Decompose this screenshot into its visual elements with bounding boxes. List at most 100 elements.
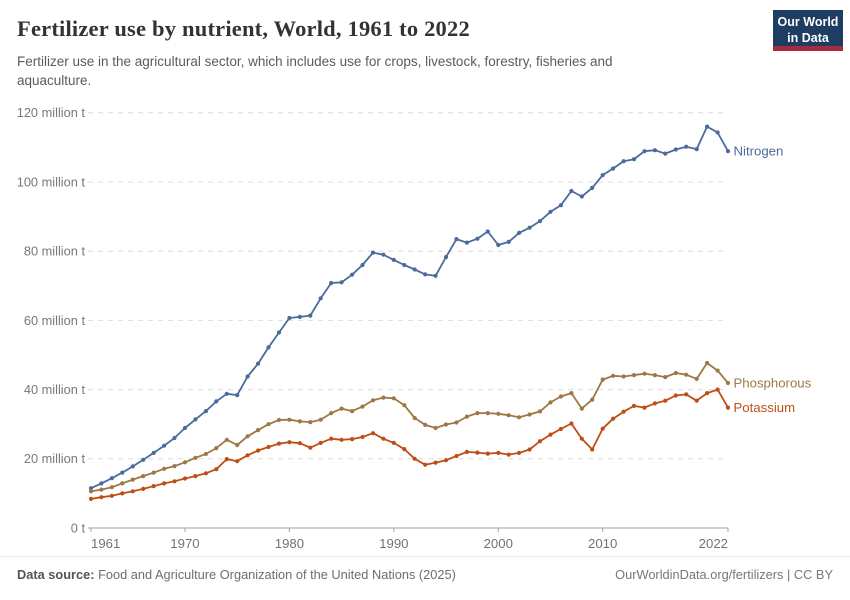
series-phosphorous-point-1986[interactable] [350, 409, 355, 414]
series-phosphorous-point-1983[interactable] [318, 417, 323, 422]
series-potassium-point-1982[interactable] [308, 445, 313, 450]
series-nitrogen-point-2004[interactable] [537, 219, 543, 224]
series-nitrogen-point-1986[interactable] [350, 272, 355, 277]
series-nitrogen-point-1998[interactable] [475, 236, 480, 241]
series-nitrogen-point-1977[interactable] [256, 361, 261, 366]
series-nitrogen-point-1968[interactable] [162, 443, 167, 448]
series-potassium-point-1997[interactable] [464, 449, 469, 454]
series-potassium-point-1991[interactable] [402, 447, 407, 452]
series-nitrogen-point-1984[interactable] [329, 280, 334, 286]
series-potassium-point-1978[interactable] [266, 444, 271, 450]
series-phosphorous-point-1976[interactable] [245, 434, 250, 439]
series-phosphorous-point-2022[interactable] [725, 380, 731, 386]
series-phosphorous-point-2011[interactable] [611, 373, 616, 378]
series-phosphorous-point-1969[interactable] [172, 464, 177, 469]
series-potassium-point-1967[interactable] [151, 484, 156, 489]
series-phosphorous-point-1970[interactable] [182, 460, 188, 465]
series-phosphorous-point-1964[interactable] [120, 481, 125, 486]
series-phosphorous-point-1994[interactable] [433, 425, 438, 431]
series-phosphorous-point-1988[interactable] [370, 398, 376, 403]
series-phosphorous-point-2000[interactable] [496, 411, 501, 416]
series-potassium-point-1990[interactable] [391, 440, 396, 445]
series-nitrogen-point-1981[interactable] [297, 314, 302, 319]
series-phosphorous-point-2013[interactable] [631, 373, 637, 378]
series-potassium-point-1985[interactable] [339, 437, 344, 442]
series-potassium-point-2001[interactable] [506, 452, 511, 457]
series-nitrogen-point-1967[interactable] [151, 450, 156, 455]
series-potassium-point-1994[interactable] [433, 460, 438, 465]
series-phosphorous-point-2010[interactable] [600, 377, 605, 382]
series-nitrogen-point-2017[interactable] [673, 147, 678, 152]
series-potassium-point-1989[interactable] [381, 436, 386, 441]
series-potassium-point-1977[interactable] [256, 448, 261, 453]
series-nitrogen-point-2011[interactable] [611, 166, 616, 171]
series-nitrogen-point-2012[interactable] [621, 159, 626, 164]
series-nitrogen-point-1961[interactable] [88, 486, 94, 491]
series-nitrogen-point-2018[interactable] [684, 144, 689, 149]
series-nitrogen-point-2003[interactable] [527, 225, 532, 230]
series-phosphorous-point-2019[interactable] [694, 376, 699, 381]
series-phosphorous-point-2002[interactable] [517, 415, 522, 420]
series-potassium-point-2007[interactable] [569, 421, 574, 426]
series-phosphorous-point-2007[interactable] [569, 391, 574, 396]
series-nitrogen-point-1974[interactable] [224, 391, 229, 396]
series-nitrogen-point-1976[interactable] [245, 374, 250, 379]
series-nitrogen-point-2020[interactable] [705, 124, 710, 129]
series-phosphorous-point-1971[interactable] [193, 455, 198, 460]
series-phosphorous-point-1975[interactable] [235, 442, 240, 448]
series-nitrogen-point-1965[interactable] [130, 464, 135, 469]
series-potassium-point-1986[interactable] [350, 437, 355, 442]
series-nitrogen-point-1990[interactable] [391, 257, 396, 262]
series-nitrogen-point-1973[interactable] [214, 399, 219, 404]
series-potassium-point-1973[interactable] [214, 467, 219, 472]
series-potassium-point-1970[interactable] [182, 476, 188, 481]
series-phosphorous-point-1966[interactable] [141, 474, 146, 479]
series-phosphorous-point-1979[interactable] [276, 417, 282, 423]
series-potassium-point-2006[interactable] [558, 426, 564, 432]
series-nitrogen-point-1997[interactable] [464, 240, 469, 245]
series-phosphorous-point-2015[interactable] [652, 373, 658, 378]
series-phosphorous-point-1967[interactable] [151, 470, 156, 475]
series-potassium-point-1972[interactable] [203, 471, 208, 476]
series-nitrogen-point-1985[interactable] [339, 280, 344, 285]
series-nitrogen-point-1996[interactable] [454, 237, 459, 242]
series-phosphorous-point-2003[interactable] [527, 412, 532, 417]
series-nitrogen-point-2006[interactable] [558, 203, 564, 208]
series-potassium-point-1969[interactable] [172, 479, 177, 484]
series-nitrogen-point-1970[interactable] [182, 425, 188, 431]
series-nitrogen-point-1962[interactable] [99, 481, 104, 486]
series-phosphorous-point-2016[interactable] [663, 375, 668, 380]
series-nitrogen-point-1972[interactable] [203, 409, 208, 414]
series-phosphorous-point-1993[interactable] [423, 422, 428, 427]
series-nitrogen-point-2007[interactable] [569, 188, 574, 194]
series-phosphorous-point-1997[interactable] [464, 414, 469, 419]
series-nitrogen-point-1994[interactable] [433, 273, 438, 278]
series-potassium-point-2009[interactable] [590, 447, 595, 452]
series-potassium-point-1987[interactable] [360, 434, 365, 440]
series-potassium-point-2017[interactable] [673, 393, 678, 398]
series-nitrogen-point-1979[interactable] [276, 330, 282, 335]
series-nitrogen-point-2013[interactable] [631, 157, 637, 162]
series-nitrogen-point-2015[interactable] [652, 148, 658, 153]
series-phosphorous-point-1990[interactable] [391, 396, 396, 401]
series-nitrogen-point-2014[interactable] [642, 149, 647, 154]
series-potassium-point-2012[interactable] [621, 409, 626, 414]
series-nitrogen-point-1975[interactable] [235, 393, 240, 398]
series-nitrogen-point-1992[interactable] [412, 267, 417, 272]
series-phosphorous-point-1998[interactable] [475, 411, 480, 416]
series-nitrogen-point-1993[interactable] [423, 272, 428, 277]
series-potassium-point-2011[interactable] [611, 416, 616, 421]
series-phosphorous-point-2009[interactable] [590, 397, 595, 402]
series-nitrogen-point-1987[interactable] [360, 262, 365, 268]
series-potassium-point-1992[interactable] [412, 456, 417, 461]
series-phosphorous-point-1980[interactable] [287, 417, 292, 422]
series-potassium-point-2021[interactable] [715, 387, 720, 392]
series-potassium-point-1981[interactable] [297, 441, 302, 446]
series-potassium-point-1974[interactable] [224, 457, 229, 462]
series-phosphorous-point-1962[interactable] [99, 487, 104, 492]
credit-link[interactable]: OurWorldinData.org/fertilizers | CC BY [615, 567, 833, 582]
series-nitrogen-point-1983[interactable] [318, 296, 323, 301]
series-potassium-point-1976[interactable] [245, 453, 250, 458]
series-potassium-point-1961[interactable] [88, 496, 94, 501]
series-potassium-point-1971[interactable] [193, 474, 198, 479]
